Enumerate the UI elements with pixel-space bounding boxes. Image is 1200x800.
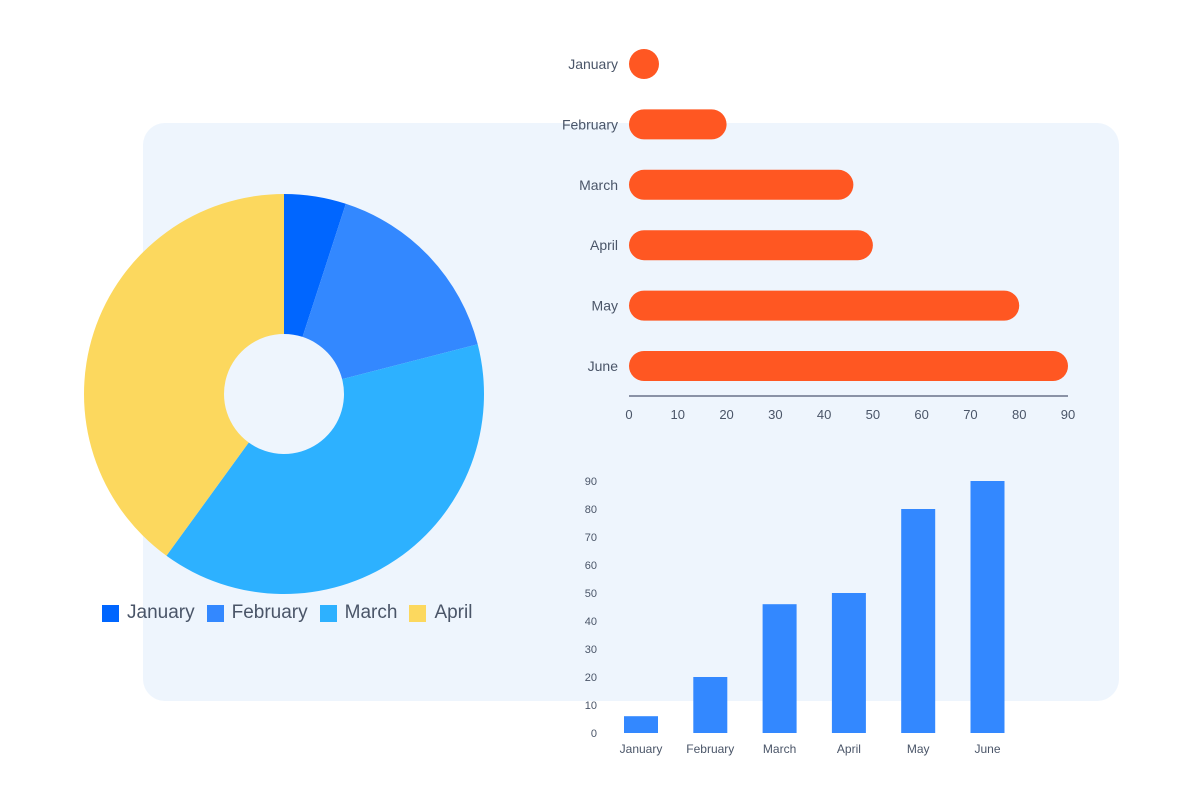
legend-swatch xyxy=(319,604,337,622)
hbar-category-label: May xyxy=(592,298,618,314)
vbar-march xyxy=(762,604,797,733)
donut-slice-april xyxy=(84,194,284,556)
vbar-y-tick-label: 40 xyxy=(585,616,597,628)
vbar-category-label: March xyxy=(763,742,796,756)
legend-label: April xyxy=(434,602,473,623)
legend-swatch xyxy=(102,604,119,622)
vbar-y-tick-label: 20 xyxy=(585,672,597,684)
donut-slice-february xyxy=(302,203,478,380)
legend-swatch xyxy=(409,604,427,622)
legend-swatch xyxy=(206,604,224,622)
legend-item-february: February xyxy=(206,602,308,624)
hbar-x-tick-label: 20 xyxy=(719,407,733,422)
hbar-category-label: February xyxy=(562,116,618,132)
hbar-category-label: March xyxy=(579,177,618,193)
vbar-category-label: May xyxy=(907,742,930,756)
donut-slice-march xyxy=(166,344,485,595)
legend-label: February xyxy=(231,602,308,623)
vbar-y-tick-label: 80 xyxy=(585,504,597,516)
vbar-y-tick-label: 60 xyxy=(585,560,597,572)
legend-item-january: January xyxy=(102,602,195,624)
vbar-april xyxy=(831,593,866,733)
vbar-category-label: April xyxy=(837,742,861,756)
vbar-february xyxy=(693,677,728,733)
hbar-x-tick-label: 60 xyxy=(914,407,928,422)
donut-legend: January February March April xyxy=(102,602,472,624)
hbar-category-label: January xyxy=(568,56,618,72)
hbar-x-tick-label: 30 xyxy=(768,407,782,422)
vbar-category-label: January xyxy=(620,742,663,756)
legend-label: March xyxy=(344,602,398,623)
hbar-x-tick-label: 80 xyxy=(1012,407,1026,422)
hbar-march xyxy=(629,169,854,200)
hbar-june xyxy=(629,351,1068,381)
vbar-y-tick-label: 90 xyxy=(585,476,597,488)
vbar-y-tick-label: 50 xyxy=(585,588,597,600)
vbar-category-label: June xyxy=(974,742,1000,756)
hbar-x-tick-label: 10 xyxy=(671,407,685,422)
hbar-april xyxy=(629,230,873,261)
hbar-x-tick-label: 0 xyxy=(625,407,632,422)
hbar-february xyxy=(629,109,727,140)
vbar-june xyxy=(970,481,1005,733)
vbar-january xyxy=(624,716,658,733)
vbar-may xyxy=(901,509,936,733)
hbar-x-tick-label: 50 xyxy=(866,407,880,422)
vbar-y-tick-label: 0 xyxy=(591,728,597,740)
hbar-category-label: June xyxy=(588,358,619,374)
hbar-x-tick-label: 90 xyxy=(1061,407,1075,422)
hbar-category-label: April xyxy=(590,237,618,253)
legend-item-april: April xyxy=(409,602,472,624)
hbar-x-tick-label: 70 xyxy=(963,407,977,422)
hbar-may xyxy=(629,290,1020,321)
legend-item-march: March xyxy=(319,602,398,624)
donut-slice-january xyxy=(284,194,346,337)
vbar-y-tick-label: 10 xyxy=(585,700,597,712)
hbar-x-tick-label: 40 xyxy=(817,407,831,422)
hbar-january xyxy=(629,49,659,79)
vbar-y-tick-label: 70 xyxy=(585,532,597,544)
vbar-category-label: February xyxy=(686,742,734,756)
vbar-y-tick-label: 30 xyxy=(585,644,597,656)
legend-label: January xyxy=(127,602,195,623)
